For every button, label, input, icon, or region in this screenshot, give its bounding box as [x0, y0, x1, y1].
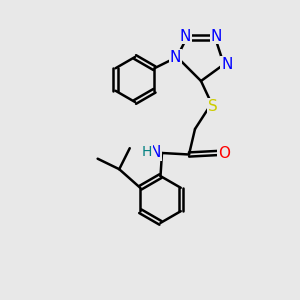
- Text: N: N: [150, 145, 161, 160]
- Text: O: O: [218, 146, 230, 160]
- Text: N: N: [180, 28, 191, 44]
- Text: N: N: [221, 57, 232, 72]
- Text: H: H: [142, 146, 152, 159]
- Text: N: N: [170, 50, 181, 64]
- Text: S: S: [208, 99, 218, 114]
- Text: N: N: [211, 28, 222, 44]
